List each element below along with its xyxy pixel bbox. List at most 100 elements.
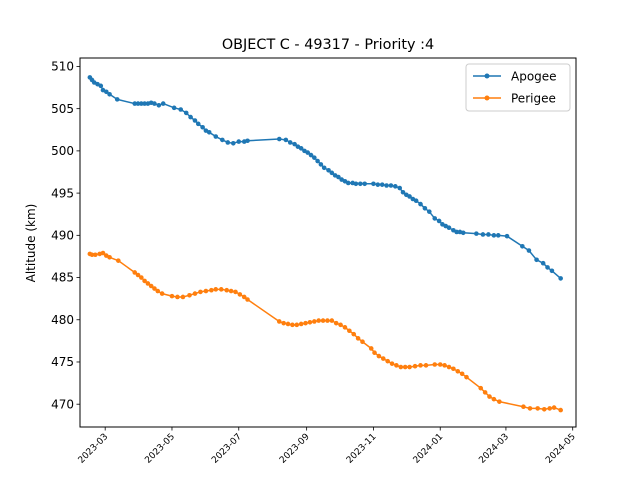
- apogee-point: [98, 83, 104, 89]
- plot-series: [87, 75, 563, 413]
- apogee-point: [358, 181, 363, 187]
- perigee-point: [209, 287, 214, 293]
- legend-perigee-label: Perigee: [511, 92, 556, 106]
- apogee-point: [397, 185, 403, 191]
- perigee-point: [303, 320, 308, 326]
- legend-apogee-label: Apogee: [511, 70, 557, 84]
- apogee-point: [103, 89, 109, 95]
- apogee-point: [245, 138, 250, 144]
- perigee-point: [213, 287, 219, 292]
- apogee-point: [460, 230, 466, 236]
- apogee-point: [192, 118, 198, 123]
- apogee-point: [413, 198, 419, 203]
- perigee-point: [372, 350, 377, 355]
- perigee-point: [551, 405, 557, 410]
- apogee-point: [195, 121, 201, 127]
- perigee-point: [418, 363, 423, 368]
- perigee-point: [442, 363, 447, 368]
- apogee-point: [225, 140, 231, 145]
- perigee-point: [398, 364, 404, 370]
- apogee-point: [418, 201, 423, 207]
- apogee-point: [236, 139, 242, 144]
- perigee-point: [491, 396, 497, 402]
- perigee-point: [320, 318, 326, 323]
- perigee-point: [338, 322, 343, 328]
- perigee-point: [407, 364, 412, 370]
- apogee-point: [276, 136, 282, 142]
- perigee-point: [224, 287, 230, 293]
- apogee-point: [206, 130, 212, 135]
- perigee-point: [148, 283, 154, 289]
- perigee-point: [294, 322, 300, 328]
- perigee-point: [203, 288, 209, 294]
- apogee-point: [504, 233, 510, 239]
- y-axis: 470 475 480 485 490 495 500 505 510: [51, 60, 80, 411]
- perigee-point: [446, 364, 452, 370]
- y-tick-label: 480: [51, 313, 74, 327]
- y-tick-label: 490: [51, 229, 74, 243]
- y-tick-label: 505: [51, 102, 74, 116]
- apogee-point: [393, 184, 398, 189]
- perigee-point: [482, 390, 488, 395]
- y-tick-label: 495: [51, 186, 74, 200]
- perigee-point: [333, 320, 339, 326]
- perigee-point: [527, 406, 533, 411]
- apogee-point: [407, 194, 412, 199]
- perigee-point: [360, 339, 365, 345]
- perigee-point: [376, 353, 382, 359]
- perigee-point: [237, 292, 243, 297]
- perigee-point: [298, 321, 304, 327]
- apogee-point: [426, 209, 432, 214]
- perigee-point: [423, 363, 429, 368]
- perigee-point: [307, 320, 313, 325]
- perigee-point: [312, 319, 317, 324]
- apogee-point: [160, 101, 166, 106]
- apogee-point: [213, 134, 219, 139]
- perigee-point: [93, 252, 98, 258]
- apogee-point: [308, 152, 314, 158]
- perigee-point: [402, 364, 408, 370]
- apogee-point: [480, 232, 486, 237]
- legend: Apogee Perigee: [465, 63, 571, 112]
- apogee-point: [315, 158, 320, 164]
- perigee-point: [192, 291, 198, 296]
- perigee-point: [180, 294, 186, 300]
- apogee-point: [436, 218, 442, 224]
- apogee-point: [321, 165, 327, 171]
- plot-frame: [79, 57, 577, 428]
- perigee-point: [355, 336, 361, 341]
- apogee-point: [545, 265, 550, 270]
- apogee-point: [353, 181, 359, 187]
- perigee-point: [132, 270, 138, 275]
- perigee-point: [116, 258, 121, 263]
- perigee-point: [347, 328, 352, 334]
- perigee-point: [107, 254, 112, 260]
- perigee-point: [290, 322, 295, 328]
- series-apogee: [87, 75, 563, 281]
- perigee-point: [276, 319, 282, 324]
- perigee-point: [233, 289, 238, 295]
- perigee-point: [394, 363, 399, 368]
- apogee-point: [318, 162, 324, 167]
- apogee-point: [446, 225, 452, 231]
- apogee-point: [400, 189, 406, 195]
- apogee-point: [345, 180, 351, 186]
- perigee-point: [325, 318, 330, 323]
- perigee-point: [547, 406, 553, 411]
- apogee-point: [454, 229, 459, 235]
- apogee-point: [474, 231, 479, 236]
- perigee-point: [521, 404, 526, 410]
- apogee-point: [422, 206, 428, 211]
- apogee-point: [178, 107, 184, 112]
- perigee-point: [368, 346, 374, 351]
- apogee-point: [152, 101, 157, 106]
- perigee-point: [198, 289, 203, 295]
- apogee-point: [188, 114, 193, 120]
- perigee-point: [455, 368, 461, 374]
- apogee-point: [132, 101, 138, 106]
- perigee-point: [497, 399, 502, 404]
- perigee-point: [152, 286, 157, 291]
- apogee-point: [379, 182, 385, 187]
- apogee-point: [220, 137, 225, 143]
- perigee-point: [155, 288, 161, 294]
